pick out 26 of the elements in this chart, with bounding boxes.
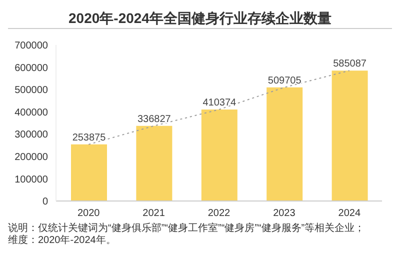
bar <box>136 126 172 201</box>
data-label: 509705 <box>268 75 302 86</box>
y-tick-label: 400000 <box>14 107 48 118</box>
data-label: 336827 <box>138 114 172 125</box>
y-tick-label: 600000 <box>14 62 48 74</box>
y-tick-label: 200000 <box>14 152 48 163</box>
data-label: 253875 <box>72 132 106 144</box>
y-tick-label: 0 <box>42 196 48 208</box>
x-tick-label: 2022 <box>208 208 231 220</box>
x-tick-label: 2021 <box>142 208 166 220</box>
text: 说明：仅统计关键词为“健身俱乐部”“健身工作室”“健身房”“健身服务”等相关企业； <box>8 223 366 234</box>
data-label: 585087 <box>333 58 367 70</box>
y-tick-label: 500000 <box>14 85 48 96</box>
y-tick-label: 100000 <box>14 174 48 186</box>
bar <box>332 70 368 201</box>
bar <box>266 87 303 201</box>
x-tick-label: 2023 <box>273 208 296 220</box>
chart-title: 2020年-2024年全国健身行业存续企业数量 <box>8 8 392 29</box>
x-tick-label: 2024 <box>338 208 361 220</box>
bar <box>71 144 107 201</box>
data-label: 410374 <box>202 98 237 109</box>
y-tick-label: 300000 <box>14 130 48 141</box>
y-tick-label: 700000 <box>14 40 48 52</box>
text: 维度：2020年-2024年。 <box>8 235 117 247</box>
x-tick-label: 2020 <box>77 208 100 220</box>
bar <box>201 110 238 201</box>
